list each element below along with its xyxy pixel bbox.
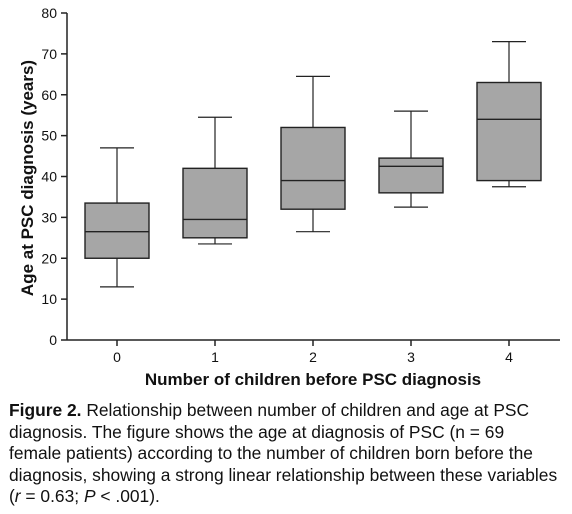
y-tick-label: 10 (41, 291, 57, 307)
caption-text: Relationship between number of children … (9, 400, 558, 507)
y-tick-label: 80 (41, 5, 57, 21)
figure-caption: Figure 2. Relationship between number of… (9, 400, 561, 508)
y-tick-label: 0 (49, 332, 57, 348)
y-axis: 0 10 20 30 40 50 60 70 80 (41, 5, 68, 348)
y-tick-label: 30 (41, 209, 57, 225)
iqr-box (280, 126, 346, 210)
iqr-box (378, 157, 444, 194)
iqr-box (182, 167, 248, 239)
caption-r-symbol: r (14, 486, 21, 507)
y-tick-label: 50 (41, 128, 57, 144)
y-tick-label: 20 (41, 250, 57, 266)
figure-label: Figure 2. (9, 400, 82, 420)
x-tick-label: 2 (309, 349, 317, 365)
caption-p-symbol: P (83, 486, 96, 507)
box-group (84, 147, 150, 288)
box-group (476, 41, 542, 188)
iqr-box (84, 202, 150, 259)
box-series (84, 41, 542, 288)
x-tick-label: 0 (113, 349, 121, 365)
y-tick-label: 40 (41, 169, 57, 185)
x-tick-label: 4 (505, 349, 513, 365)
x-axis-title: Number of children before PSC diagnosis (145, 370, 481, 389)
y-tick-label: 60 (41, 87, 57, 103)
caption-r-value: = 0.63; (20, 486, 84, 507)
x-axis: 0 1 2 3 4 (67, 339, 560, 365)
box-group (378, 110, 444, 208)
x-tick-label: 3 (407, 349, 415, 365)
y-axis-title: Age at PSC diagnosis (years) (18, 60, 37, 296)
iqr-box (476, 81, 542, 182)
box-plot-chart: 0 10 20 30 40 50 60 70 80 0 1 2 3 4 Age at PSC diagn… (18, 5, 560, 389)
box-group (182, 116, 248, 245)
x-tick-label: 1 (211, 349, 219, 365)
caption-p-value: < .001). (95, 486, 160, 507)
box-group (280, 75, 346, 233)
y-tick-label: 70 (41, 46, 57, 62)
